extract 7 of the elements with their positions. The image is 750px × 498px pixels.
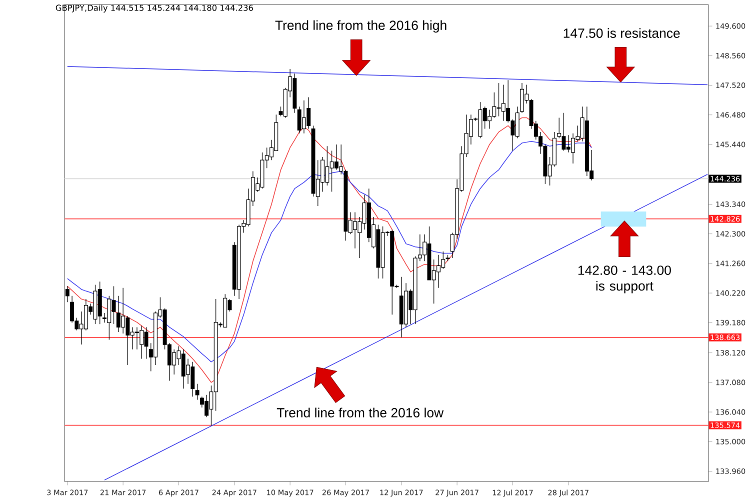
- candlestick: [65, 286, 70, 302]
- chart-title: GBPJPY,Daily 144.515 145.244 144.180 144.236: [56, 4, 253, 12]
- annotation: 142.80 - 143.00 is support: [578, 265, 671, 294]
- annotation: Trend line from the 2016 high: [275, 20, 446, 32]
- candlestick: [195, 383, 200, 400]
- annotation: Trend line from the 2016 low: [276, 407, 444, 418]
- annotation: 147.50 is resistance: [564, 28, 680, 38]
